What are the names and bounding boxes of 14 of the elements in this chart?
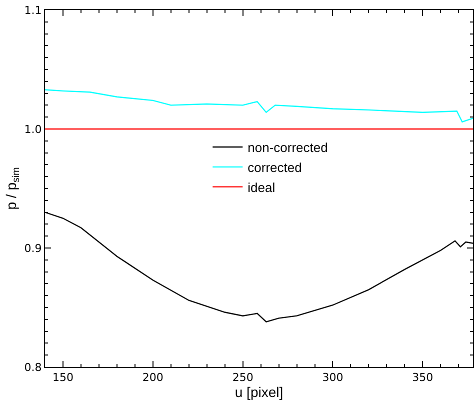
- legend-label: corrected: [248, 160, 302, 175]
- x-tick-label: 200: [142, 371, 164, 384]
- y-tick-label: 0.8: [24, 360, 42, 374]
- legend-label: non-corrected: [248, 140, 328, 156]
- x-tick-label: 350: [412, 371, 434, 384]
- x-tick-label: 150: [52, 371, 74, 384]
- y-tick-label: 0.9: [24, 242, 42, 255]
- legend-label: ideal: [248, 180, 276, 195]
- y-tick-label: 1.0: [24, 122, 42, 136]
- x-tick-label: 300: [322, 371, 344, 384]
- x-tick-label: 250: [232, 371, 254, 384]
- x-axis-title: u [pixel]: [234, 384, 284, 400]
- line-series: [45, 89, 473, 122]
- y-tick-label: 1.1: [24, 4, 42, 17]
